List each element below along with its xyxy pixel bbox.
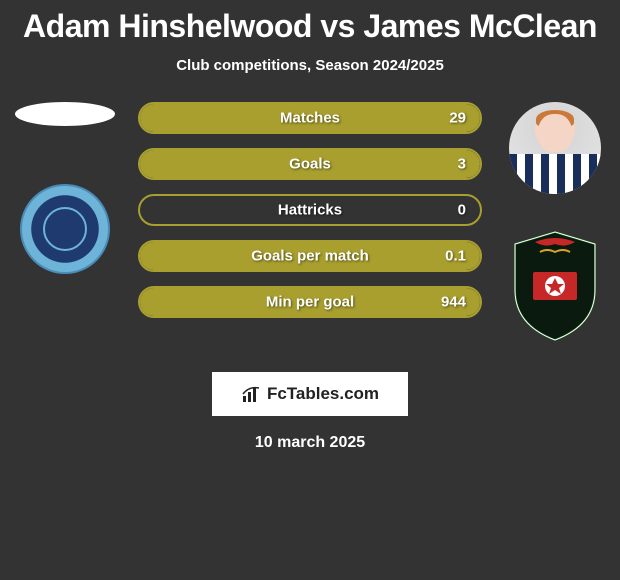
right-club-badge (505, 230, 605, 342)
brand-logo: FcTables.com (241, 384, 379, 404)
left-player-column (10, 102, 120, 342)
stats-column: Matches 29 Goals 3 Hattricks 0 Goals per match… (120, 102, 500, 342)
stat-value-right: 3 (458, 156, 466, 173)
right-player-column (500, 102, 610, 342)
stat-bar: Goals per match 0.1 (138, 240, 482, 272)
brand-text: FcTables.com (267, 384, 379, 404)
stat-label: Hattricks (278, 202, 342, 219)
stat-value-right: 29 (449, 110, 466, 127)
comparison-content: Matches 29 Goals 3 Hattricks 0 Goals per match… (0, 102, 620, 342)
date-line: 10 march 2025 (0, 434, 620, 452)
stat-label: Goals (289, 156, 331, 173)
page-title: Adam Hinshelwood vs James McClean (0, 0, 620, 45)
stat-label: Goals per match (251, 248, 369, 265)
stat-value-right: 0 (458, 202, 466, 219)
stat-value-right: 944 (441, 294, 466, 311)
stat-bar: Hattricks 0 (138, 194, 482, 226)
brand-box: FcTables.com (212, 372, 408, 416)
left-club-badge (20, 184, 110, 274)
chart-icon (241, 384, 263, 404)
stat-bar: Goals 3 (138, 148, 482, 180)
stat-bar: Min per goal 944 (138, 286, 482, 318)
stat-value-right: 0.1 (445, 248, 466, 265)
stat-label: Matches (280, 110, 340, 127)
stat-bar: Matches 29 (138, 102, 482, 134)
subtitle: Club competitions, Season 2024/2025 (0, 57, 620, 74)
right-player-avatar (509, 102, 601, 194)
stat-label: Min per goal (266, 294, 354, 311)
left-player-avatar (15, 102, 115, 126)
